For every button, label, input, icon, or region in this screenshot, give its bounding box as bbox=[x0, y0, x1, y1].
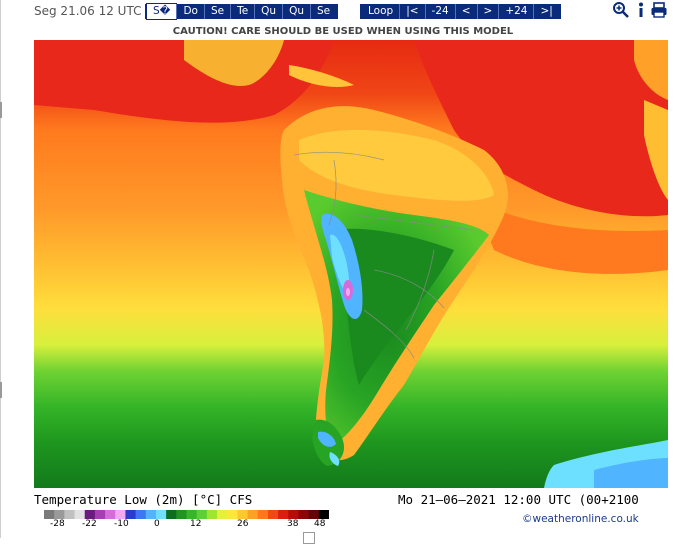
day-button-tue[interactable]: Se bbox=[203, 4, 230, 19]
zoom-icon[interactable] bbox=[612, 1, 630, 19]
legend-swatch bbox=[237, 510, 248, 519]
day-button-sat[interactable]: Se bbox=[310, 4, 336, 19]
legend-label: 0 bbox=[154, 519, 160, 529]
legend-label: 12 bbox=[190, 519, 202, 529]
prev-step-button[interactable]: < bbox=[454, 4, 477, 19]
legend-swatch bbox=[247, 510, 259, 519]
loop-button[interactable]: Loop bbox=[368, 5, 394, 17]
legend-swatch bbox=[227, 510, 238, 519]
map-title-right: Mo 21–06–2021 12:00 UTC (00+2100 bbox=[398, 492, 639, 507]
caution-banner: CAUTION! CARE SHOULD BE USED WHEN USING … bbox=[172, 26, 514, 37]
legend-label: 38 bbox=[287, 519, 299, 529]
legend-swatch bbox=[257, 510, 269, 519]
copyright-text: ©weatheronline.co.uk bbox=[522, 513, 639, 525]
color-legend bbox=[44, 510, 329, 519]
left-edge-marker bbox=[0, 102, 2, 118]
legend-label: -28 bbox=[50, 519, 65, 529]
minus-24-button[interactable]: -24 bbox=[424, 4, 455, 19]
time-step-controls: Loop |< -24 < > +24 >| bbox=[360, 4, 561, 19]
print-icon[interactable] bbox=[650, 1, 668, 19]
day-button-sun[interactable]: S� bbox=[145, 3, 178, 20]
legend-label: 26 bbox=[237, 519, 249, 529]
legend-swatch bbox=[318, 510, 329, 519]
weather-map[interactable] bbox=[34, 40, 668, 488]
day-selector: S� Do Se Te Qu Qu Se bbox=[145, 3, 339, 20]
map-title-left: Temperature Low (2m) [°C] CFS bbox=[34, 492, 253, 507]
day-button-mon[interactable]: Do bbox=[176, 4, 204, 19]
legend-swatch bbox=[217, 510, 228, 519]
last-step-button[interactable]: >| bbox=[533, 4, 558, 19]
day-button-thu[interactable]: Qu bbox=[254, 4, 282, 19]
legend-swatch bbox=[135, 510, 147, 519]
legend-swatch bbox=[298, 510, 310, 519]
legend-swatch bbox=[145, 510, 157, 519]
legend-swatch bbox=[105, 510, 116, 519]
date-label: Seg 21.06 12 UTC bbox=[34, 4, 142, 18]
legend-swatch bbox=[206, 510, 218, 519]
legend-swatch bbox=[176, 510, 187, 519]
left-edge-marker bbox=[0, 382, 2, 398]
legend-swatch bbox=[196, 510, 208, 519]
legend-swatch bbox=[278, 510, 289, 519]
plus-24-button[interactable]: +24 bbox=[498, 4, 533, 19]
legend-label: -22 bbox=[82, 519, 97, 529]
legend-labels: -28 -22 -10 0 12 26 38 48 bbox=[0, 519, 686, 533]
left-edge-line bbox=[0, 0, 1, 538]
legend-swatch bbox=[94, 510, 106, 519]
legend-swatch bbox=[267, 510, 279, 519]
legend-swatch bbox=[44, 510, 55, 519]
legend-label: 48 bbox=[314, 519, 326, 529]
top-toolbar: Seg 21.06 12 UTC S� Do Se Te Qu Qu Se Lo… bbox=[0, 0, 686, 22]
legend-swatch bbox=[288, 510, 299, 519]
legend-swatch bbox=[64, 510, 75, 519]
legend-swatch bbox=[125, 510, 137, 519]
checkbox-label-cutoff bbox=[320, 530, 410, 538]
legend-label: -10 bbox=[114, 519, 129, 529]
info-icon[interactable] bbox=[632, 1, 650, 19]
legend-swatch bbox=[308, 510, 320, 519]
day-button-wed[interactable]: Te bbox=[230, 4, 254, 19]
legend-swatch bbox=[74, 510, 86, 519]
day-button-fri[interactable]: Qu bbox=[282, 4, 310, 19]
overlay-checkbox[interactable] bbox=[303, 532, 315, 544]
legend-swatch bbox=[155, 510, 167, 519]
legend-swatch bbox=[166, 510, 177, 519]
next-step-button[interactable]: > bbox=[476, 4, 499, 19]
first-step-button[interactable]: |< bbox=[399, 4, 424, 19]
legend-swatch bbox=[84, 510, 96, 519]
legend-swatch bbox=[115, 510, 126, 519]
legend-swatch bbox=[186, 510, 198, 519]
legend-swatch bbox=[54, 510, 65, 519]
